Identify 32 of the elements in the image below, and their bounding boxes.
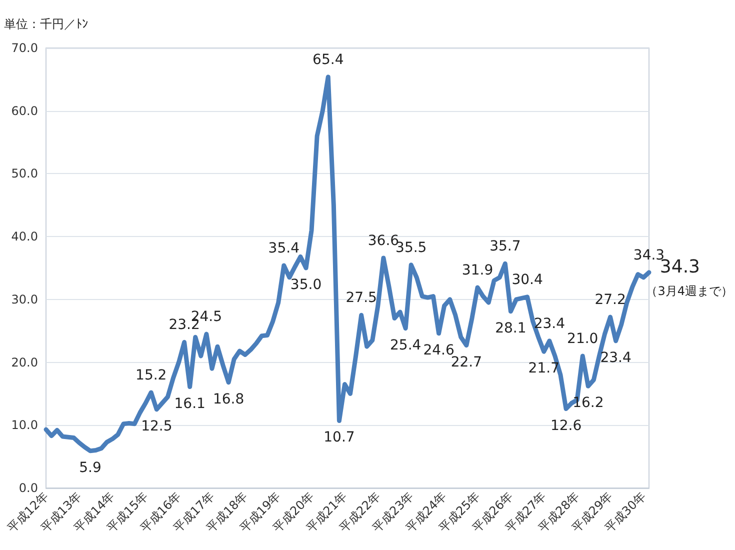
data-label: 12.6 (550, 418, 582, 434)
y-tick-label: 70.0 (11, 41, 38, 55)
data-label: 35.7 (490, 238, 521, 255)
data-label: 25.4 (390, 337, 422, 354)
data-label: 15.2 (136, 367, 167, 384)
data-label: 31.9 (462, 262, 494, 278)
data-label: 21.0 (567, 331, 598, 347)
data-label: 28.1 (495, 320, 526, 336)
data-label: 27.5 (346, 290, 377, 306)
data-label: 35.4 (268, 240, 300, 256)
data-label: 23.4 (600, 350, 632, 366)
data-label: 12.5 (141, 418, 172, 434)
data-label: 35.0 (290, 277, 322, 293)
y-tick-label: 60.0 (11, 104, 38, 118)
data-label: 16.1 (174, 396, 206, 412)
data-label: 16.8 (212, 391, 244, 408)
data-label: 30.4 (512, 272, 543, 288)
y-tick-label: 10.0 (11, 418, 38, 432)
y-axis-title: 単位：千円／ﾄﾝ (4, 17, 88, 31)
annotation: （3月4週まで） (646, 284, 734, 298)
data-label: 36.6 (368, 232, 400, 249)
data-label: 5.9 (79, 460, 102, 476)
data-label: 10.7 (324, 430, 355, 446)
y-tick-label: 0.0 (18, 481, 38, 495)
data-label: 65.4 (312, 52, 344, 68)
y-tick-label: 50.0 (11, 166, 38, 181)
y-tick-label: 20.0 (11, 355, 38, 370)
data-label: 16.2 (572, 395, 604, 412)
data-label: 27.2 (594, 292, 626, 308)
y-tick-label: 30.0 (11, 292, 38, 306)
y-tick-label: 40.0 (11, 230, 38, 244)
data-label: 22.7 (450, 354, 482, 370)
